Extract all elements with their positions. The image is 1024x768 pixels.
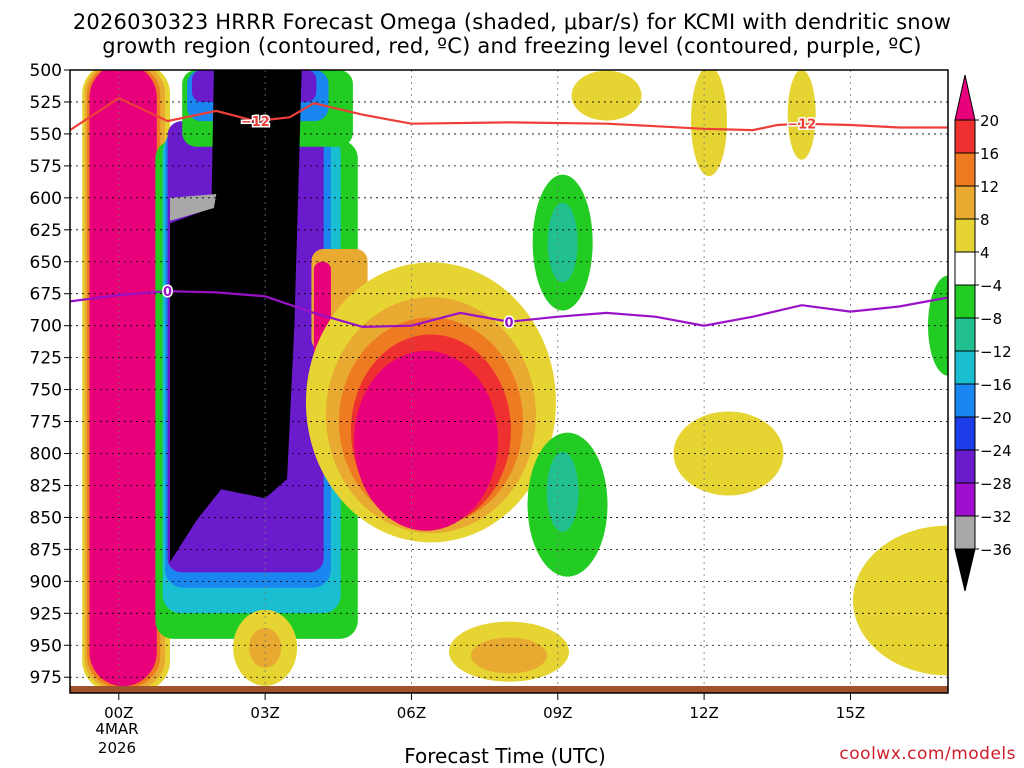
y-tick-label-900: 900	[30, 572, 62, 592]
colorbar-segment-1	[954, 119, 976, 154]
contour-label--12: −12	[241, 115, 270, 130]
colorbar-label-7: −12	[980, 343, 1012, 361]
colorbar-segment-13	[954, 515, 976, 550]
colorbar: 20 16 12 8 4 −4 −8 −12 −16 −20 −24 −28 −32 −36	[954, 74, 1012, 592]
colorbar-label-4: 4	[980, 244, 990, 262]
y-tick-label-575: 575	[30, 157, 62, 177]
date-year-label: 2026	[98, 739, 136, 757]
x-tick-label-00Z: 00Z	[104, 704, 133, 722]
colorbar-label-1: 16	[980, 145, 999, 163]
x-tick-label-03Z: 03Z	[250, 704, 279, 722]
contour-label-0: 0	[504, 316, 513, 331]
colorbar-label-3: 8	[980, 211, 990, 229]
plot-frame	[69, 69, 949, 694]
y-tick-label-600: 600	[30, 189, 62, 209]
y-tick-label-725: 725	[30, 349, 62, 369]
x-tick-label-06Z: 06Z	[397, 704, 426, 722]
y-tick-label-775: 775	[30, 413, 62, 433]
y-tick-label-925: 925	[30, 604, 62, 624]
updraft-17z-low-4	[853, 525, 948, 676]
colorbar-segment-2	[954, 152, 976, 187]
updraft-00z-20	[89, 70, 157, 687]
colorbar-label-10: −24	[980, 442, 1012, 460]
colorbar-segment-8	[954, 350, 976, 385]
date-month-label: 4MAR	[95, 720, 138, 738]
x-axis: 00Z 03Z 06Z 09Z 12Z 15Z	[104, 693, 865, 722]
chart-title-line-1: 2026030323 HRRR Forecast Omega (shaded, …	[72, 10, 952, 34]
colorbar-segment-4	[954, 218, 976, 253]
downdraft-09z-upper-12	[547, 202, 578, 283]
x-tick-label-09Z: 09Z	[543, 704, 572, 722]
contour-lines: −12 −12 0 0	[70, 96, 948, 332]
updraft-08z-low-8	[471, 637, 547, 674]
x-tick-label-15Z: 15Z	[836, 704, 865, 722]
colorbar-label-12: −32	[980, 508, 1012, 526]
contour-label--12: −12	[787, 118, 816, 133]
credit-link[interactable]: coolwx.com/models	[839, 744, 1016, 764]
contour-line--12	[70, 96, 948, 132]
colorbar-bottom-arrow	[954, 548, 976, 592]
colorbar-segment-10	[954, 416, 976, 451]
y-tick-label-525: 525	[30, 93, 62, 113]
y-tick-label-825: 825	[30, 476, 62, 496]
contour-line-0	[70, 290, 948, 329]
y-tick-label-650: 650	[30, 253, 62, 273]
contour-label-0: 0	[163, 285, 172, 300]
y-tick-label-950: 950	[30, 636, 62, 656]
ground-surface-bar	[70, 686, 948, 693]
grid-lines	[70, 70, 948, 690]
y-tick-label-675: 675	[30, 285, 62, 305]
colorbar-segment-6	[954, 284, 976, 319]
x-axis-title: Forecast Time (UTC)	[404, 744, 606, 768]
colorbar-label-11: −28	[980, 475, 1012, 493]
updraft-06z-20	[354, 350, 499, 531]
updraft-12z-4	[673, 411, 784, 496]
y-axis: 500 525 550 575 600 625 650 675 700 725 750 775 800 8…	[30, 61, 70, 688]
x-tick-label-12Z: 12Z	[689, 704, 718, 722]
y-tick-label-550: 550	[30, 125, 62, 145]
downdraft-core-gray	[169, 194, 217, 221]
colorbar-label-9: −20	[980, 409, 1012, 427]
colorbar-label-6: −8	[980, 310, 1002, 328]
y-tick-label-500: 500	[30, 61, 62, 81]
chart-title-line-2: growth region (contoured, red, ºC) and f…	[102, 34, 922, 58]
colorbar-top-arrow	[954, 74, 976, 121]
y-tick-label-700: 700	[30, 317, 62, 337]
updraft-10z-top-4	[571, 70, 642, 121]
y-tick-label-850: 850	[30, 508, 62, 528]
y-tick-label-625: 625	[30, 221, 62, 241]
colorbar-label-0: 20	[980, 112, 999, 130]
colorbar-label-5: −4	[980, 277, 1002, 295]
colorbar-label-8: −16	[980, 376, 1012, 394]
colorbar-segment-11	[954, 449, 976, 484]
y-tick-label-875: 875	[30, 540, 62, 560]
y-tick-label-975: 975	[30, 668, 62, 688]
downdraft-09z-lower-12	[546, 451, 579, 532]
colorbar-label-13: −36	[980, 541, 1012, 559]
colorbar-segment-3	[954, 185, 976, 220]
colorbar-label-2: 12	[980, 178, 999, 196]
colorbar-segment-7	[954, 317, 976, 352]
colorbar-segment-5	[954, 251, 976, 286]
downdraft-core-black	[169, 70, 302, 563]
omega-shading	[82, 70, 948, 691]
updraft-14z-top-4	[787, 70, 816, 160]
colorbar-segment-12	[954, 482, 976, 517]
updraft-12z-top-4	[690, 70, 727, 177]
colorbar-segment-9	[954, 383, 976, 418]
y-tick-label-800: 800	[30, 445, 62, 465]
y-tick-label-750: 750	[30, 381, 62, 401]
